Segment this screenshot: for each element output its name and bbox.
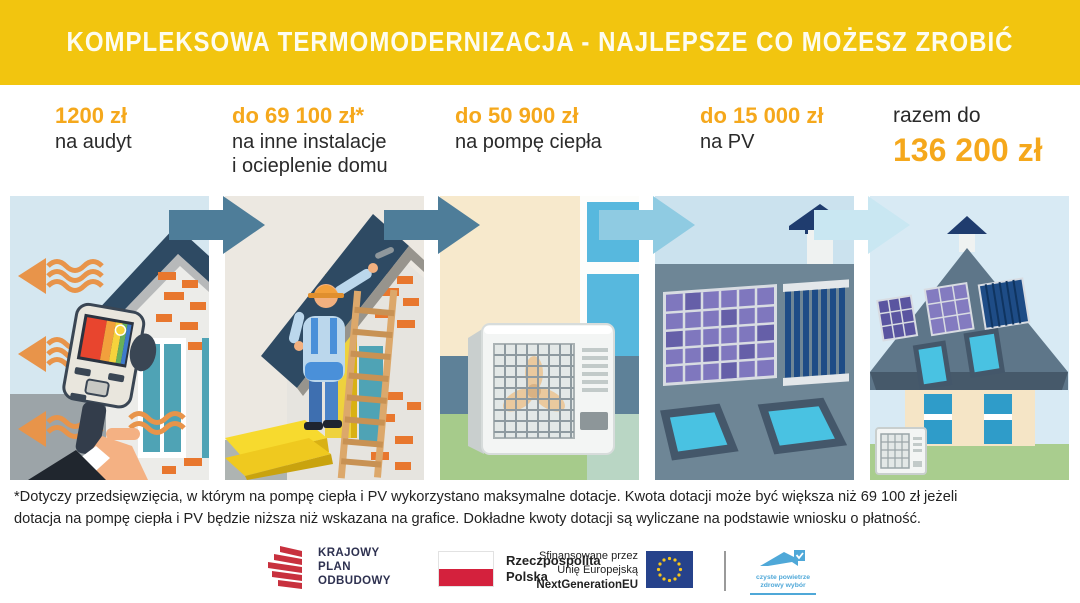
thermal-camera-audit-illustration <box>10 196 209 480</box>
czyste-powietrze-logo: czyste powietrze zdrowy wybór <box>750 548 816 595</box>
step-amount: do 15 000 zł <box>700 103 824 128</box>
step-label: na inne instalacje i ocieplenie domu <box>232 130 388 178</box>
czyste-line2: zdrowy wybór <box>760 582 806 590</box>
flow-arrow-4 <box>814 196 910 254</box>
poland-line1: Rzeczpospolita <box>506 552 601 568</box>
panel-rooftop-solar <box>655 196 854 480</box>
panel-heat-pump <box>440 196 639 480</box>
rooftop-solar-illustration <box>655 196 854 480</box>
step-audit-heading: 1200 zł na audyt <box>55 103 132 154</box>
czyste-powietrze-roof-icon <box>760 550 805 566</box>
eu-funding-logo: Sfinansowane przez Unię Europejską NextG… <box>520 549 693 593</box>
panel-insulation-work <box>225 196 424 480</box>
step-heatpump-heading: do 50 900 zł na pompę ciepła <box>455 103 602 154</box>
czyste-line1: czyste powietrze <box>755 574 811 581</box>
step-amount: do 50 900 zł <box>455 103 579 128</box>
logo-strip: KRAJOWY PLAN ODBUDOWY Rzeczpospolita Pol… <box>0 543 1080 601</box>
step-label: na PV <box>700 130 755 153</box>
page-title: KOMPLEKSOWA TERMOMODERNIZACJA - NAJLEPSZ… <box>66 26 1014 58</box>
step-label: na audyt <box>55 130 132 153</box>
heat-pump-unit-icon <box>468 323 615 455</box>
step-insulation-heading: do 69 100 zł* na inne instalacje i ociep… <box>232 103 388 179</box>
step-pv-heading: do 15 000 zł na PV <box>700 103 824 154</box>
panel-modernized-house <box>870 196 1069 480</box>
wall-insulation-illustration <box>225 196 424 480</box>
flow-arrow-1 <box>169 196 265 254</box>
kpo-line1: KRAJOWY <box>318 547 380 560</box>
solar-collector-icon <box>783 279 849 386</box>
thermal-camera-icon <box>62 302 157 456</box>
heat-pump-illustration <box>440 196 639 480</box>
panel-thermal-audit <box>10 196 209 480</box>
kpo-line2: PLAN <box>318 561 351 574</box>
eu-line1: Sfinansowane przez <box>538 550 638 562</box>
poland-flag-icon <box>438 551 494 587</box>
logo-divider <box>724 551 726 591</box>
flow-arrow-3 <box>599 196 695 254</box>
step-amount: 1200 zł <box>55 103 128 128</box>
step-label: na pompę ciepła <box>455 130 602 153</box>
pv-panel-icon <box>663 284 777 386</box>
czyste-underline <box>750 592 816 595</box>
kpo-line3: ODBUDOWY <box>318 574 391 587</box>
eu-line2: Unię Europejską <box>557 564 638 577</box>
eu-flag-icon <box>646 551 693 588</box>
eu-line3: NextGenerationEU <box>536 578 638 591</box>
kpo-logo: KRAJOWY PLAN ODBUDOWY <box>268 546 391 590</box>
step-total-heading: razem do 136 200 zł <box>893 103 1042 170</box>
total-prefix: razem do <box>893 104 981 127</box>
kpo-logo-icon <box>268 546 302 589</box>
total-amount: 136 200 zł <box>893 131 1043 168</box>
footnote-text: *Dotyczy przedsięwzięcia, w którym na po… <box>14 489 958 527</box>
worker-figure <box>288 246 394 430</box>
pv-panel-icon <box>876 294 919 342</box>
window-icon <box>924 394 1012 444</box>
modernized-house-illustration <box>870 196 1069 480</box>
step-amount: do 69 100 zł* <box>232 103 365 128</box>
poland-logo: Rzeczpospolita Polska <box>438 551 601 587</box>
flow-arrow-2 <box>384 196 480 254</box>
header-banner: KOMPLEKSOWA TERMOMODERNIZACJA - NAJLEPSZ… <box>0 0 1080 85</box>
solar-collector-icon <box>977 277 1031 331</box>
pv-panel-icon <box>923 281 975 337</box>
poland-line2: Polska <box>506 569 548 584</box>
heat-pump-unit-icon <box>875 427 927 475</box>
